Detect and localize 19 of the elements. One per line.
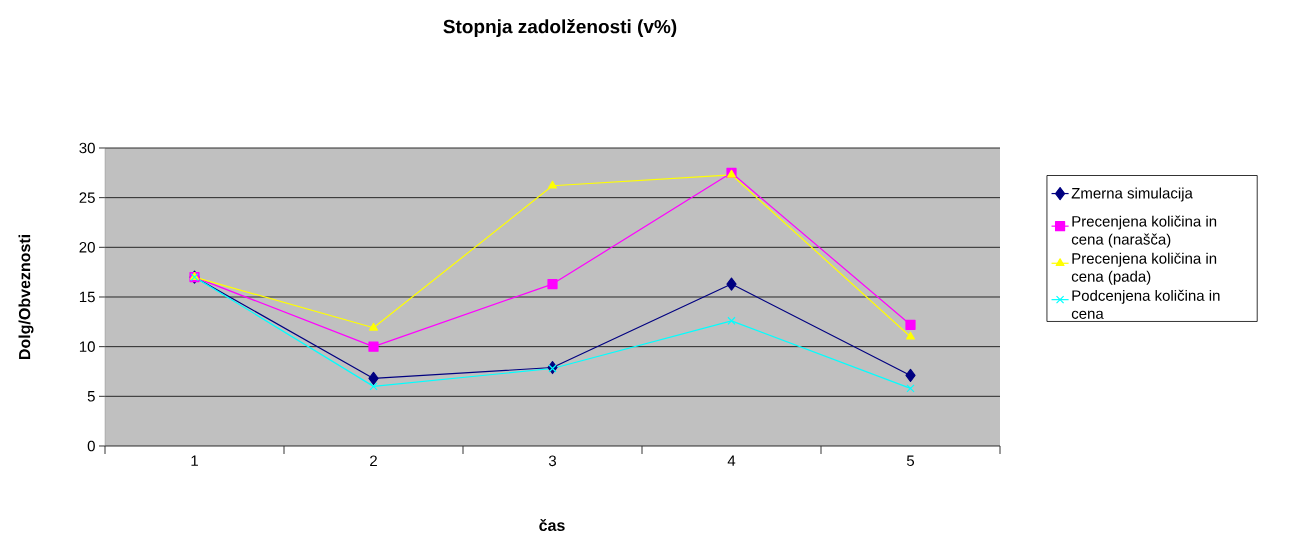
x-tick-label: 5 bbox=[906, 455, 915, 466]
y-tick-label: 30 bbox=[79, 142, 95, 154]
y-tick-label: 15 bbox=[79, 291, 95, 303]
legend-label: Zmerna simulacija bbox=[1071, 187, 1193, 202]
y-tick-label: 10 bbox=[79, 341, 95, 352]
x-tick-label: 4 bbox=[727, 455, 736, 466]
x-tick-label: 1 bbox=[191, 455, 198, 466]
legend-label: Precenjena količina in cena (narašča) bbox=[1071, 215, 1217, 248]
x-tick-label: 3 bbox=[548, 455, 557, 467]
y-axis-title: Dolg/Obveznosti bbox=[18, 235, 34, 360]
legend-label: Podcenjena količina in cena bbox=[1071, 289, 1220, 319]
y-tick-label: 5 bbox=[87, 391, 95, 402]
y-tick-label: 0 bbox=[87, 440, 95, 452]
y-tick-label: 25 bbox=[79, 192, 95, 203]
x-axis-title: čas bbox=[539, 518, 565, 532]
chart-title: Stopnja zadolženosti (v%) bbox=[443, 18, 677, 38]
x-tick-label: 2 bbox=[370, 455, 377, 466]
legend-label: Precenjena količina in cena (pada) bbox=[1071, 252, 1217, 285]
y-tick-label: 20 bbox=[79, 242, 95, 253]
